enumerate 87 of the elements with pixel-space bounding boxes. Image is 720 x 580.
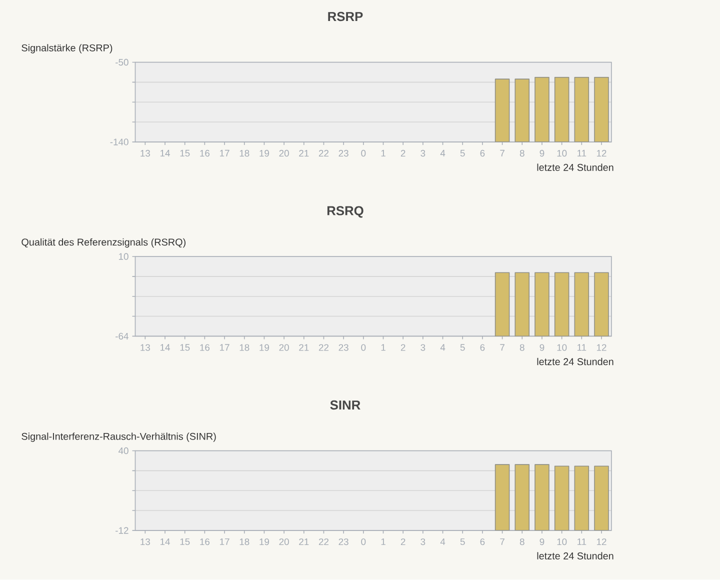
x-tick-label: 4 [440,150,446,157]
x-tick-label: 17 [220,150,230,157]
x-tick-label: 13 [140,150,150,157]
x-tick-label: 20 [279,538,289,546]
x-tick-label: 8 [520,344,524,351]
x-tick-label: 20 [279,344,289,351]
x-tick-label: 1 [381,150,386,157]
y-tick-label: 10 [118,253,128,260]
x-tick-label: 9 [540,344,544,351]
x-tick-label: 19 [260,344,270,351]
x-tick-label: 9 [540,150,544,157]
x-tick-label: 3 [420,150,426,157]
x-axis-title: letzte 24 Stunden [537,552,614,560]
x-tick-label: 10 [557,538,567,546]
x-tick-label: 14 [160,344,170,351]
x-axis-title: letzte 24 Stunden [537,358,614,366]
x-tick-label: 0 [361,538,366,546]
x-tick-label: 7 [500,150,504,157]
x-tick-label: 19 [260,150,270,157]
x-tick-label: 13 [140,344,150,351]
x-tick-label: 2 [400,538,406,546]
x-tick-label: 21 [299,344,309,351]
x-tick-label: 8 [520,150,524,157]
x-tick-label: 12 [596,538,606,546]
y-tick-label: -64 [116,332,128,340]
x-tick-label: 7 [500,344,504,351]
x-tick-label: 13 [140,538,150,546]
y-tick-label: -12 [116,527,128,534]
chart-title: RSRQ [327,206,364,218]
x-tick-label: 4 [440,344,446,351]
x-tick-label: 11 [577,538,586,546]
x-tick-label: 0 [361,344,366,351]
x-tick-label: 22 [318,344,329,351]
x-tick-label: 14 [160,538,170,546]
x-tick-label: 6 [480,344,485,351]
x-tick-label: 12 [596,150,606,157]
x-tick-label: 22 [318,538,329,546]
x-tick-label: 5 [460,538,465,546]
y-tick-label: -140 [110,138,128,146]
x-tick-label: 8 [520,538,524,546]
chart-title: SINR [330,400,360,410]
x-tick-label: 17 [220,538,230,546]
x-tick-label: 10 [557,150,567,157]
x-tick-label: 18 [240,344,250,351]
x-axis-title: letzte 24 Stunden [537,164,614,172]
x-tick-label: 5 [460,344,465,351]
y-axis-title: Signal-Interferenz-Rausch-Verhältnis (SINR) [22,432,216,442]
x-tick-label: 10 [557,344,567,351]
x-tick-label: 20 [279,150,289,157]
x-tick-label: 15 [180,344,190,351]
x-tick-label: 6 [480,538,485,546]
x-tick-label: 3 [420,538,426,546]
x-tick-label: 18 [240,538,250,546]
x-tick-label: 15 [180,538,190,546]
y-axis-title: Signalstärke (RSRP) [22,44,112,54]
x-tick-label: 14 [160,150,170,157]
x-tick-label: 16 [200,150,210,157]
x-tick-label: 3 [420,344,426,351]
y-tick-label: -50 [116,59,128,66]
x-tick-label: 18 [240,150,250,157]
x-tick-label: 4 [440,538,446,546]
x-tick-label: 2 [400,344,406,351]
chart-title: RSRP [328,12,363,22]
x-tick-label: 5 [460,150,465,157]
x-tick-label: 6 [480,150,485,157]
x-tick-label: 2 [400,150,406,157]
y-tick-label: 40 [118,448,128,454]
x-tick-label: 23 [338,538,348,546]
y-axis-title: Qualität des Referenzsignals (RSRQ) [22,238,186,248]
x-tick-label: 15 [180,150,190,157]
x-tick-label: 22 [318,150,329,157]
x-tick-label: 16 [200,344,210,351]
x-tick-label: 1 [381,538,386,546]
x-tick-label: 23 [338,344,348,351]
x-tick-label: 0 [361,150,366,157]
x-tick-label: 16 [200,538,210,546]
x-tick-label: 1 [381,344,386,351]
x-tick-label: 7 [500,538,504,546]
x-tick-label: 23 [338,150,348,157]
x-tick-label: 9 [540,538,544,546]
x-tick-label: 21 [299,538,309,546]
x-tick-label: 21 [299,150,309,157]
x-tick-label: 11 [577,344,586,351]
x-tick-label: 12 [596,344,606,351]
x-tick-label: 17 [220,344,230,351]
x-tick-label: 11 [577,150,586,157]
x-tick-label: 19 [260,538,270,546]
